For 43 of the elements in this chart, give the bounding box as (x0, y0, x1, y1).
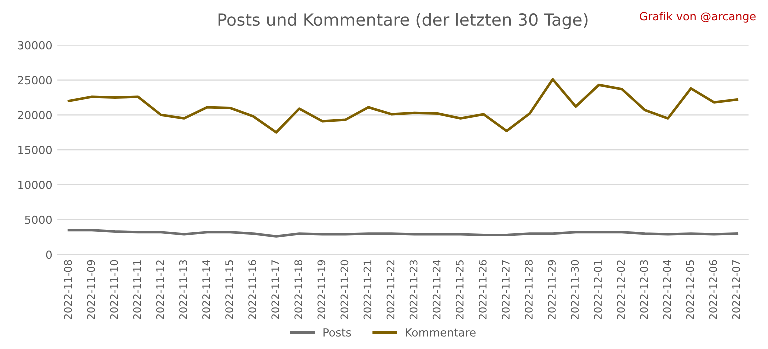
x-tick-label: 2022-11-09 (87, 260, 96, 320)
x-tick-label: 2022-11-19 (318, 260, 326, 320)
x-tick-label: 2022-11-24 (432, 260, 441, 320)
y-tick-label: 20000 (18, 111, 52, 120)
x-tick-label: 2022-11-21 (364, 260, 372, 320)
x-tick-label: 2022-12-04 (663, 260, 672, 320)
line-series (68, 78, 739, 134)
x-tick-label: 2022-11-23 (410, 260, 418, 320)
x-tick-label: 2022-11-26 (478, 260, 487, 320)
x-tick-label: 2022-11-13 (179, 260, 188, 320)
y-tick-label: 10000 (18, 180, 52, 190)
x-tick-label: 2022-11-27 (502, 260, 510, 320)
x-tick-label: 2022-12-05 (686, 260, 694, 320)
x-tick-label: 2022-11-28 (525, 260, 533, 320)
x-tick-label: 2022-11-08 (64, 260, 72, 320)
y-tick-label: 0 (46, 250, 52, 260)
x-tick-label: 2022-11-25 (456, 260, 464, 320)
x-tick-label: 2022-11-15 (226, 260, 234, 320)
x-tick-label: 2022-12-01 (594, 260, 602, 320)
y-tick-label: 30000 (18, 41, 52, 50)
x-tick-label: 2022-11-16 (248, 260, 256, 320)
text: Grafik von @arcange (640, 12, 756, 23)
x-tick-label: 2022-11-14 (202, 260, 210, 320)
chart-title: Posts und Kommentare (der letzten 30 Tage) (218, 13, 588, 30)
x-tick-label: 2022-12-02 (617, 260, 626, 320)
x-tick-label: 2022-11-17 (272, 260, 280, 320)
line-series (68, 229, 739, 238)
x-tick-label: 2022-11-22 (386, 260, 395, 320)
x-tick-label: 2022-12-06 (709, 260, 718, 320)
x-tick-label: 2022-11-29 (548, 260, 556, 320)
y-tick-label: 5000 (25, 216, 52, 224)
x-tick-label: 2022-12-03 (640, 260, 648, 320)
x-tick-label: 2022-11-11 (133, 260, 142, 320)
legend-label: Posts (324, 328, 352, 337)
x-tick-label: 2022-11-30 (571, 260, 580, 320)
x-tick-label: 2022-12-07 (732, 260, 740, 320)
x-tick-label: 2022-11-12 (156, 260, 164, 320)
x-tick-label: 2022-11-18 (294, 260, 303, 320)
x-tick-label: 2022-11-10 (110, 260, 118, 320)
y-tick-label: 25000 (18, 76, 52, 85)
legend-label: Kommentare (406, 328, 476, 337)
x-tick-label: 2022-11-20 (340, 260, 349, 320)
y-tick-label: 15000 (18, 146, 52, 154)
